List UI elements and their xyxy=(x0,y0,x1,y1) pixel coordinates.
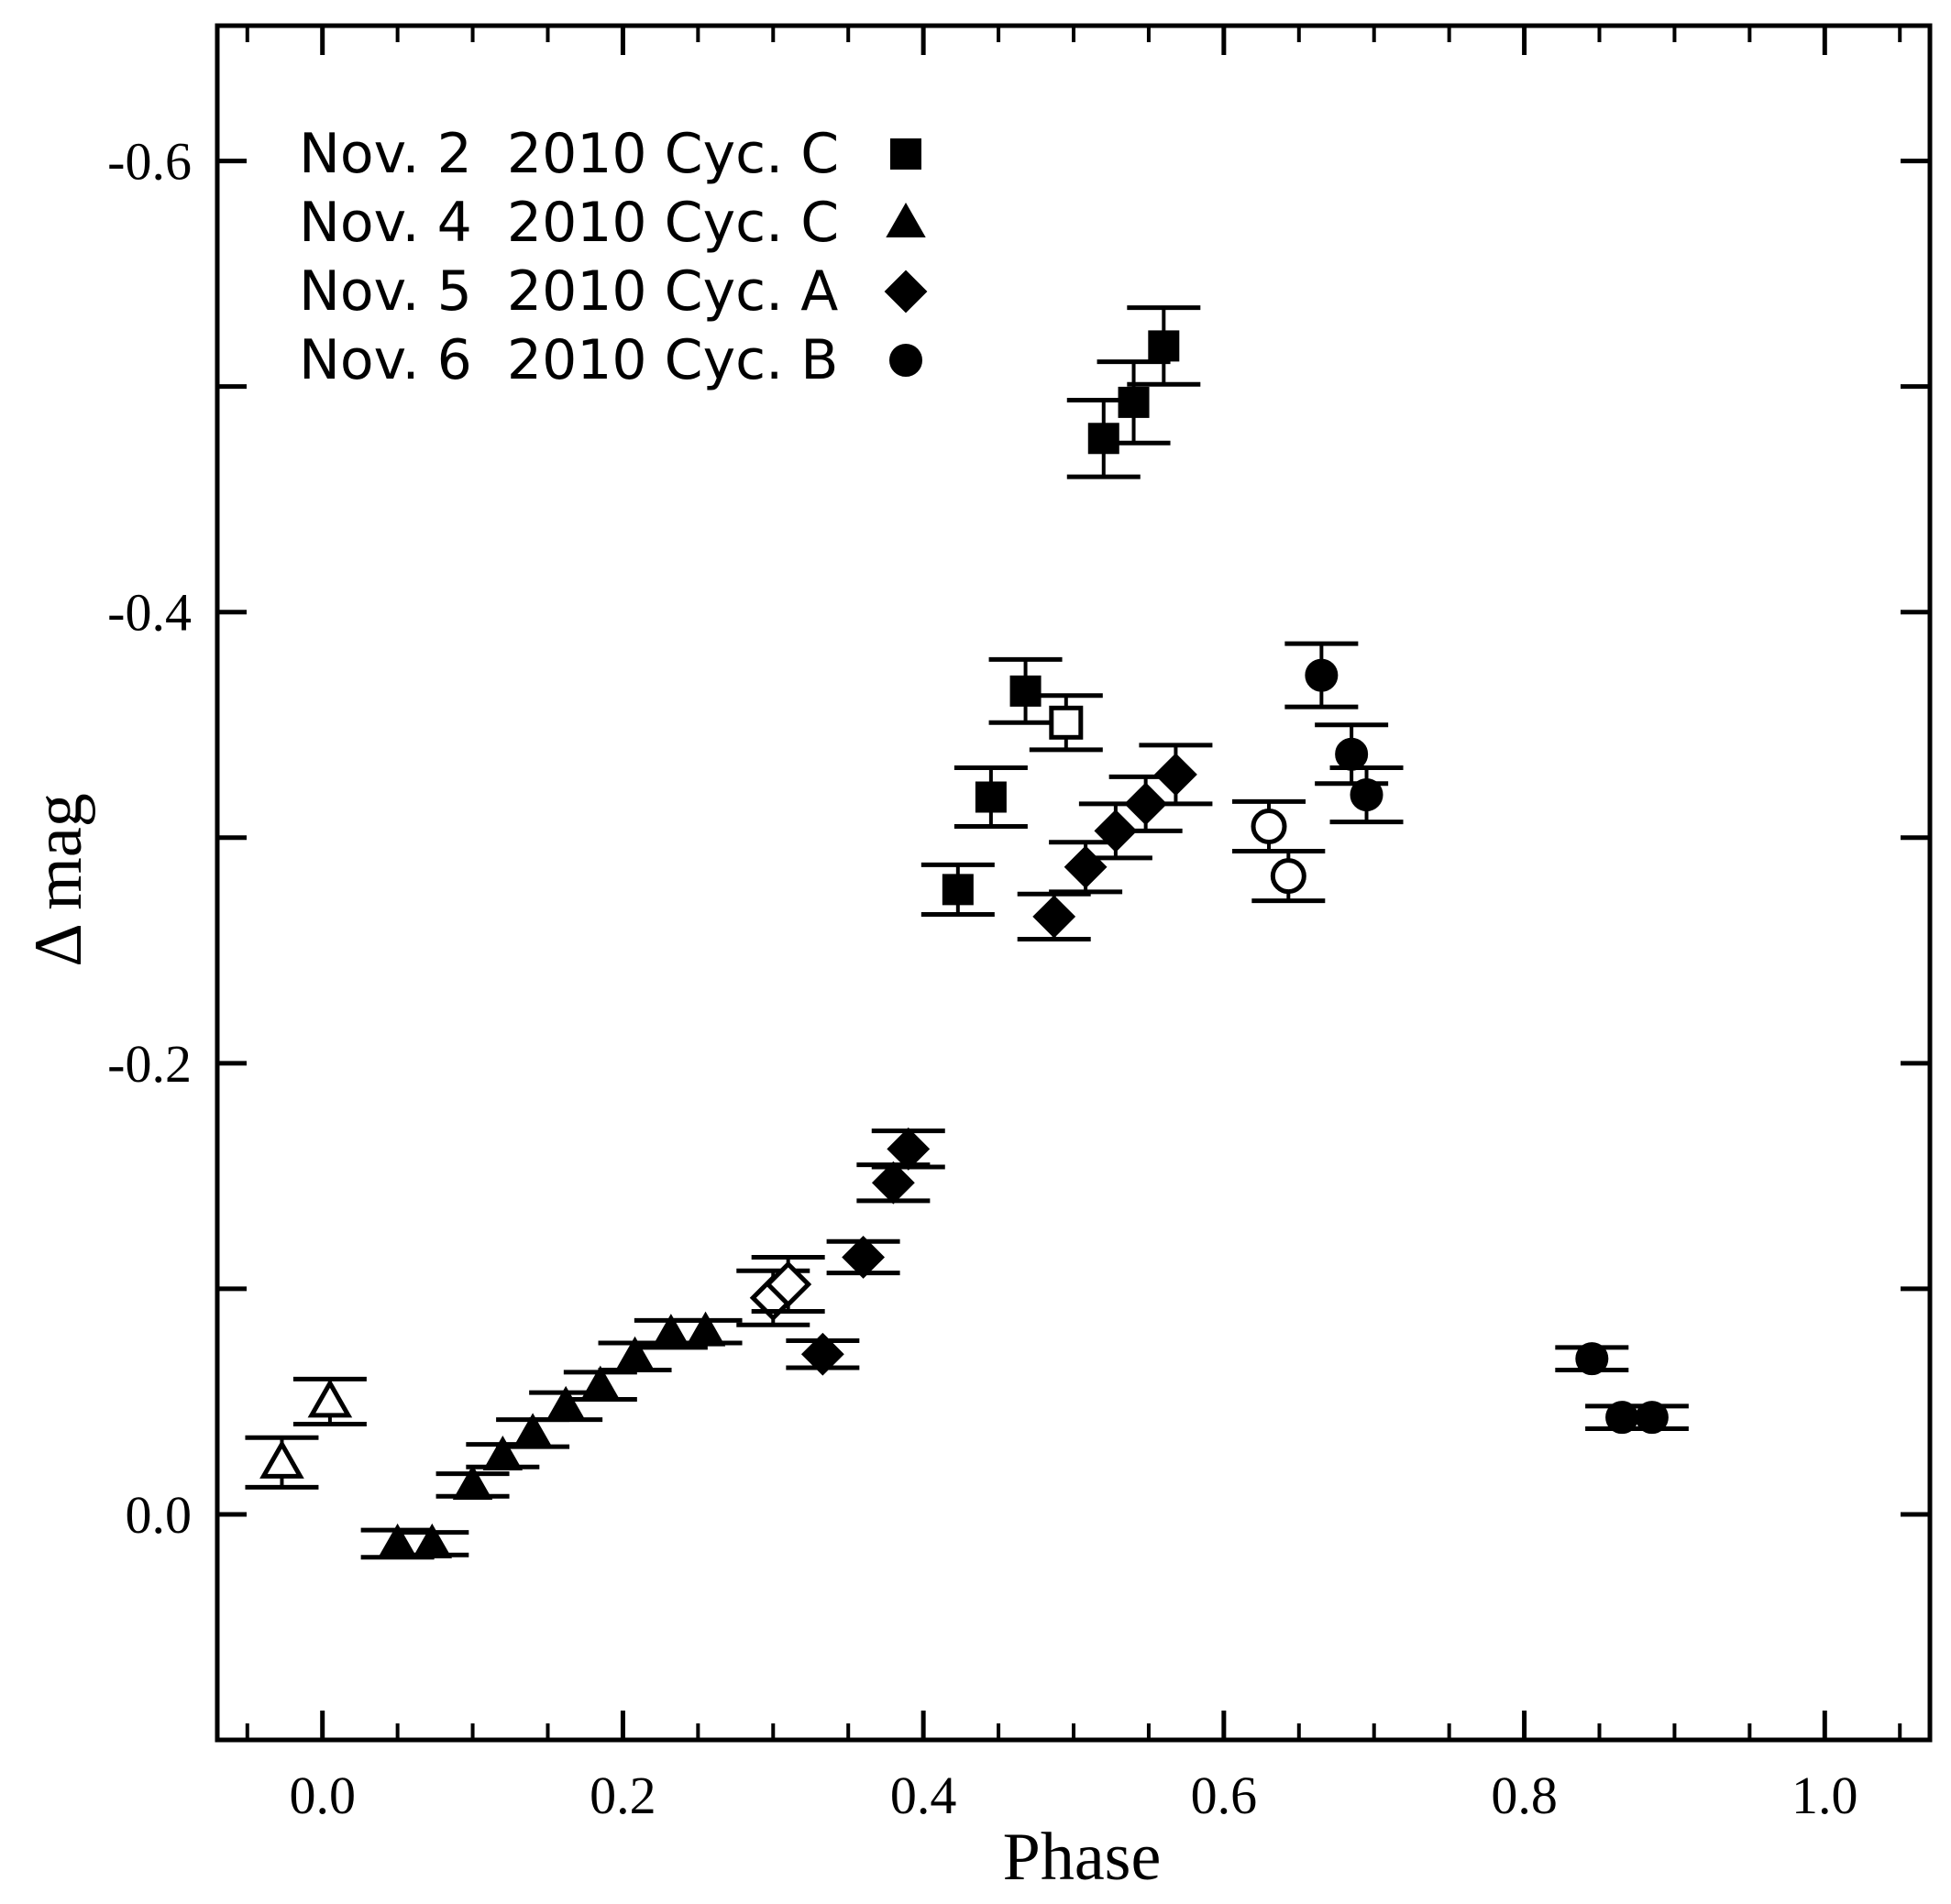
legend-marker-triangle xyxy=(886,202,926,237)
data-point-triangle xyxy=(307,1378,353,1418)
legend-marker-diamond xyxy=(884,270,928,314)
legend-entry-label: Nov. 4 2010 Cyc. C xyxy=(299,191,839,255)
data-point-triangle xyxy=(614,1336,656,1371)
data-point-circle xyxy=(1251,808,1287,844)
plot-frame xyxy=(215,23,1933,1743)
data-point-triangle xyxy=(482,1435,524,1470)
data-point-circle xyxy=(1335,737,1369,771)
data-point-diamond xyxy=(800,1332,844,1376)
data-point-square xyxy=(1049,705,1084,740)
series-square xyxy=(920,305,1201,917)
data-point-triangle xyxy=(685,1311,726,1347)
legend-marker-circle xyxy=(889,344,922,377)
data-point-square xyxy=(942,874,974,906)
data-point-diamond xyxy=(887,1127,931,1171)
data-point-triangle xyxy=(513,1413,553,1448)
data-point-triangle xyxy=(259,1439,304,1479)
x-axis-title: Phase xyxy=(1003,1820,1162,1895)
data-point-circle xyxy=(1305,658,1339,692)
data-point-triangle xyxy=(580,1365,621,1401)
x-tick-label: 0.6 xyxy=(1191,1766,1258,1825)
legend-entry-label: Nov. 6 2010 Cyc. B xyxy=(299,328,838,392)
axis-ticks: 0.0 0.2 0.4 0.6 0.8 1.0 -0.6 -0.4 -0.2 0.0 xyxy=(107,26,1930,1825)
data-point-diamond xyxy=(1154,753,1197,797)
x-tick-label: 0.0 xyxy=(289,1766,356,1825)
data-point-diamond xyxy=(842,1236,886,1279)
series-triangle xyxy=(245,1311,743,1560)
x-tick-label: 0.2 xyxy=(590,1766,656,1825)
y-tick-label: 0.0 xyxy=(126,1485,193,1545)
data-points xyxy=(245,305,1689,1560)
data-point-circle xyxy=(1270,858,1306,895)
data-point-triangle xyxy=(452,1464,493,1500)
data-point-triangle xyxy=(412,1523,453,1558)
data-point-square xyxy=(975,781,1007,813)
data-point-square xyxy=(1087,423,1119,455)
data-point-square xyxy=(1118,386,1150,418)
data-point-diamond xyxy=(765,1260,812,1308)
data-point-triangle xyxy=(651,1314,691,1349)
data-point-diamond xyxy=(1032,895,1076,939)
x-tick-label: 0.4 xyxy=(890,1766,957,1825)
legend-entry-label: Nov. 2 2010 Cyc. C xyxy=(299,122,839,186)
data-point-circle xyxy=(1350,778,1383,812)
series-circle xyxy=(1232,641,1689,1435)
y-tick-label: -0.2 xyxy=(107,1034,192,1094)
x-tick-label: 1.0 xyxy=(1791,1766,1858,1825)
series-diamond xyxy=(736,743,1213,1376)
data-point-circle xyxy=(1575,1342,1609,1376)
data-point-triangle xyxy=(377,1523,418,1558)
data-point-circle xyxy=(1635,1401,1669,1435)
legend-marker-square xyxy=(890,138,921,170)
y-tick-label: -0.4 xyxy=(107,583,192,643)
y-tick-label: -0.6 xyxy=(107,132,192,192)
y-axis-title: Δ mag xyxy=(21,793,96,966)
x-tick-label: 0.8 xyxy=(1491,1766,1558,1825)
legend-entry-label: Nov. 5 2010 Cyc. A xyxy=(299,259,838,324)
data-point-diamond xyxy=(871,1161,915,1205)
data-point-square xyxy=(1148,330,1180,362)
data-point-triangle xyxy=(546,1385,586,1421)
data-point-square xyxy=(1009,675,1042,707)
